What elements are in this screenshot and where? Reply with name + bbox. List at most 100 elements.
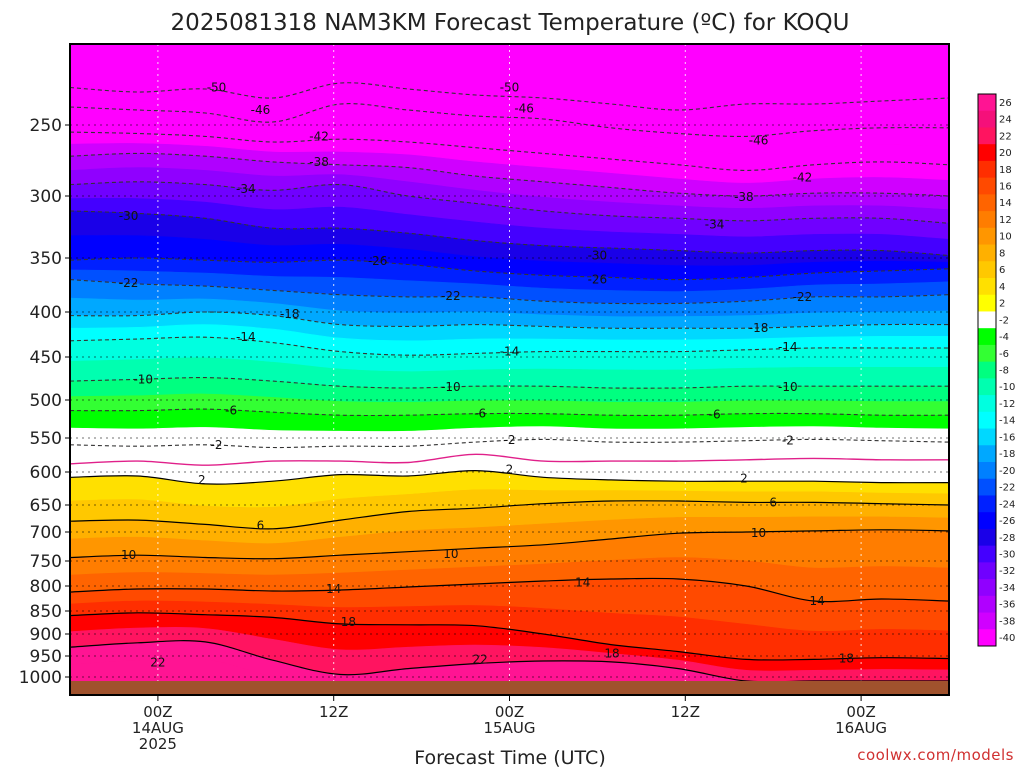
isotherm-line — [70, 500, 949, 530]
colorbar-swatch — [978, 160, 996, 179]
isotherm-contours — [70, 82, 949, 683]
isotherm-line — [70, 103, 949, 138]
isotherm-label: -6 — [709, 407, 721, 421]
isotherm-label: -34 — [236, 182, 256, 196]
colorbar-swatch — [978, 144, 996, 162]
colorbar-swatch — [978, 545, 996, 563]
isotherm-line — [70, 311, 949, 329]
isotherm-label: -14 — [500, 345, 520, 359]
colorbar-tick-label: 10 — [999, 232, 1012, 243]
isotherm-line — [70, 438, 949, 449]
isotherm-label: -26 — [588, 273, 608, 287]
colorbar-tick-label: -16 — [999, 432, 1015, 443]
isotherm-line — [70, 131, 949, 171]
colorbar-tick-label: 12 — [999, 215, 1012, 226]
isotherm-label: 22 — [150, 656, 165, 670]
colorbar-tick-label: 26 — [999, 98, 1012, 109]
isotherm-label: 10 — [121, 548, 136, 562]
x-tick-label: 12Z — [319, 703, 348, 721]
colorbar-swatch — [978, 495, 996, 513]
isotherm-label-text: 18 — [839, 652, 854, 666]
isotherm-label-text: -22 — [119, 276, 139, 290]
colorbar-tick-label: -30 — [999, 550, 1015, 561]
isotherm-label-text: -50 — [500, 81, 520, 95]
isotherm-line — [70, 181, 949, 224]
isotherm-line — [70, 336, 949, 356]
isotherm-label-text: -2 — [782, 434, 794, 448]
colorbar-frame — [977, 93, 997, 647]
colorbar-tick-label: -18 — [999, 449, 1015, 460]
colorbar-swatch — [978, 462, 996, 480]
isotherm-label: -2 — [211, 438, 223, 452]
colorbar-tick-label: -14 — [999, 416, 1015, 427]
isotherm-label-text: 2 — [506, 462, 514, 476]
y-tick-label: 550 — [30, 429, 62, 449]
colorbar-swatch — [978, 512, 996, 530]
credit-text: coolwx.com/models — [857, 746, 1014, 764]
colorbar-tick-label: -8 — [999, 366, 1009, 377]
colorbar-tick-label: -20 — [999, 466, 1015, 477]
isotherm-label-text: -14 — [500, 345, 520, 359]
x-tick-label: 00Z — [846, 703, 875, 721]
isotherm-label-text: -26 — [368, 254, 388, 268]
isotherm-line — [70, 82, 949, 111]
colorbar-tick-label: 24 — [999, 115, 1012, 126]
isotherm-label: 10 — [443, 547, 458, 561]
colorbar-tick-label: 8 — [999, 248, 1005, 259]
isotherm-line — [70, 152, 949, 197]
time-gridlines — [157, 44, 862, 695]
colorbar-tick-label: -4 — [999, 332, 1009, 343]
colorbar-tick-label: -12 — [999, 399, 1015, 410]
isotherm-label-text: 14 — [810, 594, 825, 608]
isotherm-label-text: -26 — [588, 273, 608, 287]
isotherm-label-text: -22 — [441, 289, 461, 303]
colorbar-tick-label: -2 — [999, 315, 1009, 326]
isotherm-label: 6 — [769, 495, 777, 509]
plot-area: -50 -50 -46 -46 -46 -42 -42 -38 -38 -34 -34 -30 -30 -… — [70, 44, 949, 695]
colorbar-tick-label: -32 — [999, 566, 1015, 577]
isotherm-label: 22 — [473, 652, 488, 666]
isotherm-line — [70, 257, 949, 281]
isotherm-label: 18 — [341, 615, 356, 629]
colorbar-tick-label: -10 — [999, 382, 1015, 393]
colorbar-swatch — [978, 411, 996, 430]
colorbar-tick-label: 4 — [999, 282, 1005, 293]
colorbar-tick-label: 22 — [999, 131, 1012, 142]
isotherm-label: 2 — [740, 472, 748, 486]
colorbar-tick-label: 18 — [999, 165, 1012, 176]
isotherm-label-text: -2 — [504, 433, 516, 447]
colorbar-tick-label: 16 — [999, 182, 1012, 193]
isotherm-label: -50 — [500, 81, 520, 95]
colorbar-swatch — [978, 361, 996, 379]
colorbar-swatch — [978, 344, 996, 363]
isotherm-label-text: -34 — [236, 182, 256, 196]
isotherm-label-text: -6 — [225, 404, 237, 418]
isotherm-line — [70, 577, 949, 603]
colorbar-tick-label: -26 — [999, 516, 1015, 527]
isotherm-label: -46 — [749, 134, 769, 148]
isotherm-label-text: -46 — [749, 134, 769, 148]
y-tick-label: 800 — [30, 577, 62, 597]
y-tick-label: 350 — [30, 249, 62, 269]
colorbar-tick-label: -34 — [999, 583, 1015, 594]
colorbar-swatch — [978, 261, 996, 279]
isotherm-label-text: -38 — [309, 155, 329, 169]
isotherm-label-text: -30 — [119, 209, 139, 223]
isotherm-label-text: 18 — [604, 646, 619, 660]
isotherm-label: -38 — [309, 155, 329, 169]
isotherm-label: -22 — [793, 290, 813, 304]
isotherm-label: -26 — [368, 254, 388, 268]
colorbar-tick-label: -36 — [999, 600, 1015, 611]
isotherm-label-text: 22 — [473, 652, 488, 666]
isotherm-label: -30 — [119, 209, 139, 223]
isotherm-label-text: -10 — [778, 380, 798, 394]
isotherm-label: -38 — [734, 190, 754, 204]
isotherm-line — [70, 453, 949, 466]
isotherm-label: -46 — [251, 103, 271, 117]
colorbar-swatch — [978, 127, 996, 145]
y-tick-label: 700 — [30, 523, 62, 543]
y-tick-label: 300 — [30, 187, 62, 207]
isotherm-label-text: -46 — [514, 102, 534, 116]
colorbar-swatch — [978, 244, 996, 262]
